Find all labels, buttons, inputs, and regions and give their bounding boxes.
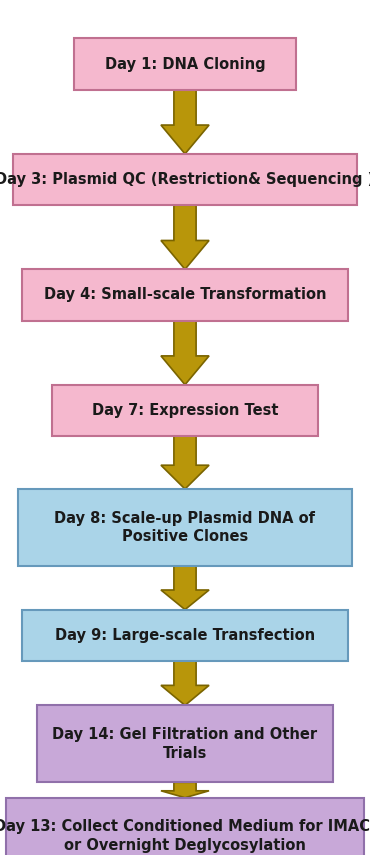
Text: Day 8: Scale-up Plasmid DNA of
Positive Clones: Day 8: Scale-up Plasmid DNA of Positive … (54, 510, 316, 545)
FancyBboxPatch shape (74, 38, 296, 90)
Polygon shape (161, 205, 209, 269)
FancyBboxPatch shape (37, 705, 333, 782)
Polygon shape (161, 782, 209, 798)
Text: Day 3: Plasmid QC (Restriction& Sequencing ): Day 3: Plasmid QC (Restriction& Sequenci… (0, 172, 370, 187)
Text: Day 13: Collect Conditioned Medium for IMAC,
or Overnight Deglycosylation: Day 13: Collect Conditioned Medium for I… (0, 819, 370, 853)
Text: Day 9: Large-scale Transfection: Day 9: Large-scale Transfection (55, 628, 315, 643)
FancyBboxPatch shape (6, 798, 364, 855)
FancyBboxPatch shape (22, 269, 348, 321)
Polygon shape (161, 321, 209, 385)
Polygon shape (161, 661, 209, 705)
Polygon shape (161, 436, 209, 489)
Text: Day 14: Gel Filtration and Other
Trials: Day 14: Gel Filtration and Other Trials (53, 727, 317, 761)
FancyBboxPatch shape (13, 154, 357, 205)
FancyBboxPatch shape (22, 610, 348, 661)
FancyBboxPatch shape (18, 489, 351, 566)
Polygon shape (161, 566, 209, 610)
Text: Day 4: Small-scale Transformation: Day 4: Small-scale Transformation (44, 287, 326, 303)
Text: Day 7: Expression Test: Day 7: Expression Test (92, 403, 278, 418)
Text: Day 1: DNA Cloning: Day 1: DNA Cloning (105, 56, 265, 72)
Polygon shape (161, 90, 209, 154)
FancyBboxPatch shape (52, 385, 318, 436)
